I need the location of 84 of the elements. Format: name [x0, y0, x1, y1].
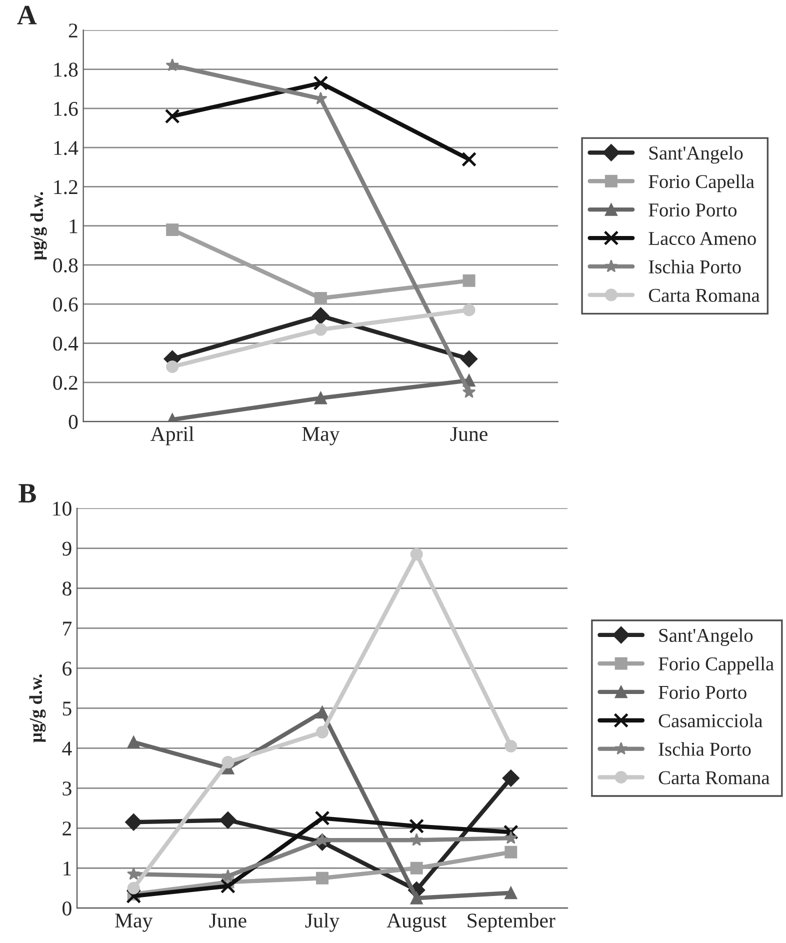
legend-label: Forio Porto [658, 686, 746, 699]
point [314, 323, 327, 336]
legend-label: Sant'Angelo [659, 628, 753, 646]
point [504, 886, 518, 900]
point [504, 846, 518, 858]
point [410, 833, 424, 846]
legend-label: Lacco Ameno [648, 232, 756, 246]
x-tick-label: April [150, 426, 194, 446]
legend-label: Sant'Angelo [649, 146, 743, 164]
legend-label: Forio Capella [648, 174, 754, 192]
y-tick-label: 7 [63, 622, 72, 636]
y-tick-label: 1 [64, 862, 71, 876]
point [462, 385, 476, 398]
point [127, 736, 140, 748]
y-tick-label: 0.8 [53, 258, 78, 273]
point [316, 726, 329, 738]
y-tick-label: 8 [62, 582, 72, 596]
chart-title: A [17, 6, 37, 24]
y-axis-title: µg/g d.w. [29, 674, 46, 742]
legend-label: Forio Porto [648, 204, 737, 217]
y-tick-label: 2 [68, 24, 78, 38]
legend-label: Ischia Porto [658, 742, 751, 756]
x-tick-label: August [386, 914, 447, 932]
y-tick-label: 1.4 [54, 141, 78, 156]
point [312, 307, 330, 324]
point [314, 392, 327, 404]
legend-label: Casamicciola [658, 714, 763, 728]
point [410, 862, 423, 874]
point [166, 224, 179, 236]
point [314, 810, 330, 826]
y-tick-label: 4 [62, 742, 72, 756]
point [410, 548, 423, 561]
point [166, 58, 179, 72]
x-tick-label: September [468, 912, 556, 932]
point [127, 882, 140, 894]
point [502, 770, 520, 787]
y-tick-label: 1.2 [54, 180, 78, 194]
point [460, 350, 478, 368]
point [462, 152, 477, 167]
y-tick-label: 10 [53, 502, 72, 516]
chart-title: B [18, 484, 36, 502]
point [126, 867, 140, 880]
y-tick-label: 2 [62, 822, 72, 836]
point [504, 831, 518, 844]
point [222, 756, 234, 768]
y-tick-label: 9 [62, 542, 72, 556]
x-tick-label: May [115, 914, 153, 932]
x-tick-label: May [302, 427, 340, 446]
point [462, 274, 476, 287]
y-tick-label: 0 [68, 414, 78, 429]
y-tick-label: 1.6 [54, 102, 78, 116]
point [504, 740, 518, 752]
y-tick-label: 1.8 [54, 62, 78, 77]
y-tick-label: 0.6 [53, 297, 78, 312]
point [316, 872, 329, 884]
point [314, 92, 328, 104]
x-tick-label: July [305, 912, 340, 932]
point [219, 812, 236, 829]
point [164, 108, 180, 124]
x-tick-label: June [209, 914, 246, 928]
point [313, 76, 328, 91]
legend-label: Ischia Porto [648, 260, 741, 274]
y-tick-label: 5 [62, 702, 72, 716]
point [314, 292, 327, 304]
y-axis-title: µg/g d.w. [30, 192, 47, 260]
point [125, 814, 142, 831]
legend-label: Forio Cappella [658, 656, 774, 674]
legend-label: Carta Romana [648, 288, 760, 302]
x-tick-label: June [450, 427, 488, 442]
point [409, 818, 424, 834]
point [166, 360, 179, 373]
point [126, 888, 142, 904]
legend-label: Carta Romana [658, 771, 770, 784]
point [316, 706, 329, 718]
point [410, 892, 423, 904]
point [503, 824, 518, 840]
y-tick-label: 0.2 [53, 376, 78, 390]
y-tick-label: 3 [62, 782, 72, 796]
point [220, 878, 236, 894]
point [462, 304, 476, 316]
y-tick-label: 6 [62, 662, 72, 676]
y-tick-label: 0 [62, 901, 72, 916]
y-tick-label: 1 [70, 219, 78, 234]
y-tick-label: 0.4 [53, 336, 78, 351]
